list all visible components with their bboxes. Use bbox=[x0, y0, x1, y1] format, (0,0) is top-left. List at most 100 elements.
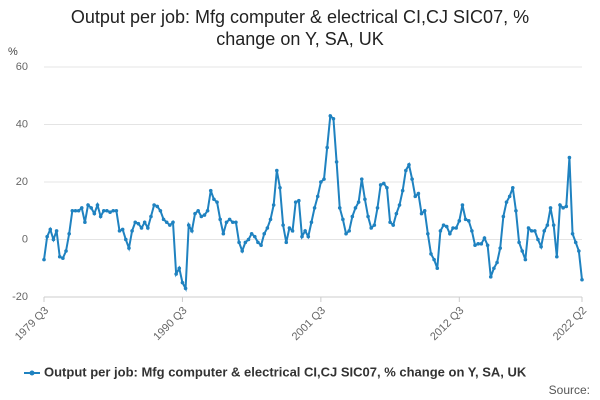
data-point bbox=[168, 223, 172, 227]
data-point bbox=[95, 203, 100, 207]
data-point bbox=[76, 208, 81, 213]
data-point bbox=[322, 177, 326, 181]
data-point bbox=[73, 208, 78, 213]
data-point bbox=[341, 217, 345, 222]
data-point bbox=[259, 243, 263, 248]
data-point bbox=[397, 203, 402, 207]
data-point bbox=[208, 188, 213, 193]
data-point bbox=[416, 191, 421, 196]
data-point bbox=[479, 242, 484, 246]
data-point bbox=[218, 217, 222, 222]
data-point bbox=[161, 217, 166, 222]
data-point bbox=[290, 229, 295, 233]
data-point bbox=[287, 226, 292, 230]
data-point bbox=[155, 204, 160, 209]
data-point bbox=[375, 206, 380, 210]
y-axis-label: % bbox=[8, 46, 18, 58]
chart-title: Output per job: Mfg computer & electrica… bbox=[70, 7, 530, 49]
data-point bbox=[114, 208, 119, 213]
legend-label: Output per job: Mfg computer & electrica… bbox=[44, 364, 527, 379]
data-point bbox=[278, 185, 282, 190]
data-point bbox=[293, 200, 298, 204]
data-point bbox=[193, 211, 197, 216]
data-point bbox=[385, 185, 389, 190]
data-point bbox=[158, 208, 163, 213]
data-point bbox=[199, 214, 204, 219]
data-point bbox=[422, 208, 427, 213]
data-point bbox=[334, 160, 339, 164]
data-point bbox=[391, 223, 396, 227]
data-point bbox=[551, 223, 556, 227]
data-point bbox=[539, 244, 543, 249]
data-point bbox=[570, 231, 575, 236]
data-point bbox=[580, 277, 584, 282]
data-point bbox=[542, 229, 547, 233]
y-tick-label: 0 bbox=[22, 233, 28, 245]
data-point bbox=[435, 266, 440, 271]
data-point bbox=[230, 220, 235, 225]
data-point bbox=[108, 210, 112, 214]
data-point bbox=[196, 208, 200, 213]
data-point bbox=[504, 200, 509, 204]
data-point bbox=[545, 223, 550, 227]
data-point bbox=[520, 249, 525, 253]
data-point bbox=[498, 246, 502, 250]
data-point bbox=[404, 168, 408, 173]
data-point bbox=[117, 229, 122, 233]
data-point bbox=[381, 181, 386, 186]
data-point bbox=[492, 266, 496, 271]
data-point bbox=[202, 213, 207, 217]
x-tick-label: 1990 Q3 bbox=[151, 305, 189, 343]
data-point bbox=[61, 256, 65, 260]
data-point bbox=[284, 240, 289, 245]
x-tick-label: 2001 Q3 bbox=[290, 305, 328, 343]
data-point bbox=[561, 206, 565, 210]
data-line bbox=[43, 113, 583, 292]
data-point bbox=[507, 194, 512, 199]
data-point bbox=[558, 203, 562, 207]
data-point bbox=[130, 229, 134, 233]
data-point bbox=[57, 254, 62, 259]
data-point bbox=[347, 229, 351, 233]
data-point bbox=[149, 214, 153, 219]
data-point bbox=[79, 206, 84, 210]
data-point bbox=[577, 249, 581, 253]
data-point bbox=[190, 229, 194, 233]
data-point bbox=[359, 177, 364, 181]
data-point bbox=[466, 219, 471, 223]
data-point bbox=[256, 240, 260, 245]
data-point bbox=[174, 272, 178, 276]
data-point bbox=[337, 206, 342, 210]
data-point bbox=[48, 227, 53, 232]
data-point bbox=[105, 208, 109, 213]
data-point bbox=[92, 211, 97, 216]
data-point bbox=[501, 214, 506, 219]
data-point bbox=[432, 257, 436, 262]
data-point bbox=[98, 214, 103, 219]
data-point bbox=[457, 219, 462, 223]
data-point bbox=[356, 200, 361, 204]
data-point bbox=[309, 220, 314, 225]
data-point bbox=[67, 231, 71, 236]
data-point bbox=[111, 208, 116, 213]
data-point bbox=[212, 197, 216, 202]
data-point bbox=[312, 206, 317, 210]
data-point bbox=[240, 249, 245, 253]
data-point bbox=[533, 229, 537, 233]
x-tick-label: 2022 Q2 bbox=[551, 305, 589, 343]
data-point bbox=[136, 221, 141, 226]
data-point bbox=[438, 229, 443, 233]
data-point bbox=[451, 226, 455, 230]
data-point bbox=[224, 220, 229, 225]
data-point bbox=[268, 217, 273, 222]
data-point bbox=[470, 229, 474, 233]
data-point bbox=[517, 240, 521, 245]
data-point bbox=[526, 226, 531, 230]
data-point bbox=[306, 234, 311, 239]
data-point bbox=[378, 183, 383, 187]
data-point bbox=[205, 208, 210, 213]
data-point bbox=[51, 237, 56, 242]
data-point bbox=[573, 240, 578, 245]
data-point bbox=[221, 231, 226, 236]
data-point bbox=[463, 217, 468, 222]
